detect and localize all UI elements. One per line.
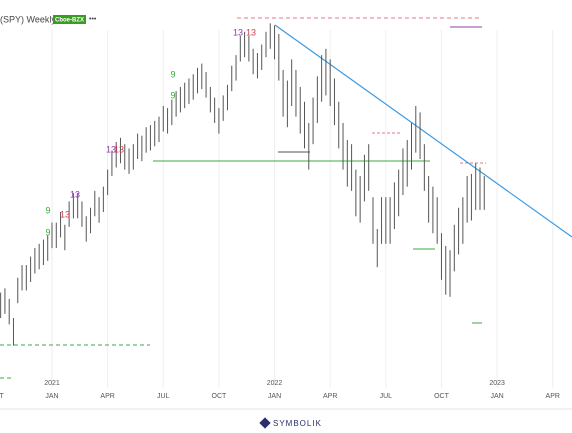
bars bbox=[0, 23, 485, 346]
year-label: 2022 bbox=[267, 380, 283, 387]
td-count: 9 bbox=[45, 205, 50, 215]
x-tick-label: OCT bbox=[434, 393, 450, 400]
x-tick-label: OCT bbox=[0, 393, 4, 400]
trend-line bbox=[274, 24, 572, 238]
badge bbox=[53, 15, 86, 24]
x-tick-label: JUL bbox=[380, 393, 393, 400]
x-tick-label: APR bbox=[100, 393, 114, 400]
x-tick-label: APR bbox=[546, 393, 560, 400]
td-count: 9 bbox=[170, 90, 175, 100]
x-tick-label: OCT bbox=[212, 393, 228, 400]
footer-logo: SYMBOLIK bbox=[273, 419, 322, 428]
x-tick-label: JUL bbox=[157, 393, 170, 400]
chart-title: (SPY) Weekly bbox=[0, 14, 56, 24]
td-count: 13 bbox=[60, 209, 70, 219]
x-tick-label: APR bbox=[323, 393, 337, 400]
td-count: 13 bbox=[70, 189, 80, 199]
x-tick-label: JAN bbox=[490, 393, 503, 400]
x-tick-label: JAN bbox=[45, 393, 58, 400]
td-count: 13 bbox=[233, 27, 243, 37]
grid bbox=[51, 30, 554, 388]
td-count: 9 bbox=[45, 227, 50, 237]
year-label: 2023 bbox=[489, 380, 505, 387]
year-label: 2021 bbox=[44, 380, 60, 387]
menu[interactable]: ••• bbox=[89, 16, 97, 23]
td-count: 13 bbox=[246, 27, 256, 37]
badge-text: Cboe-BZX bbox=[55, 18, 84, 24]
x-tick-label: JAN bbox=[268, 393, 281, 400]
td-count: 13 bbox=[114, 144, 124, 154]
logo-icon bbox=[259, 417, 271, 429]
td-count: 13 bbox=[106, 144, 116, 154]
td-count: 9 bbox=[170, 69, 175, 79]
